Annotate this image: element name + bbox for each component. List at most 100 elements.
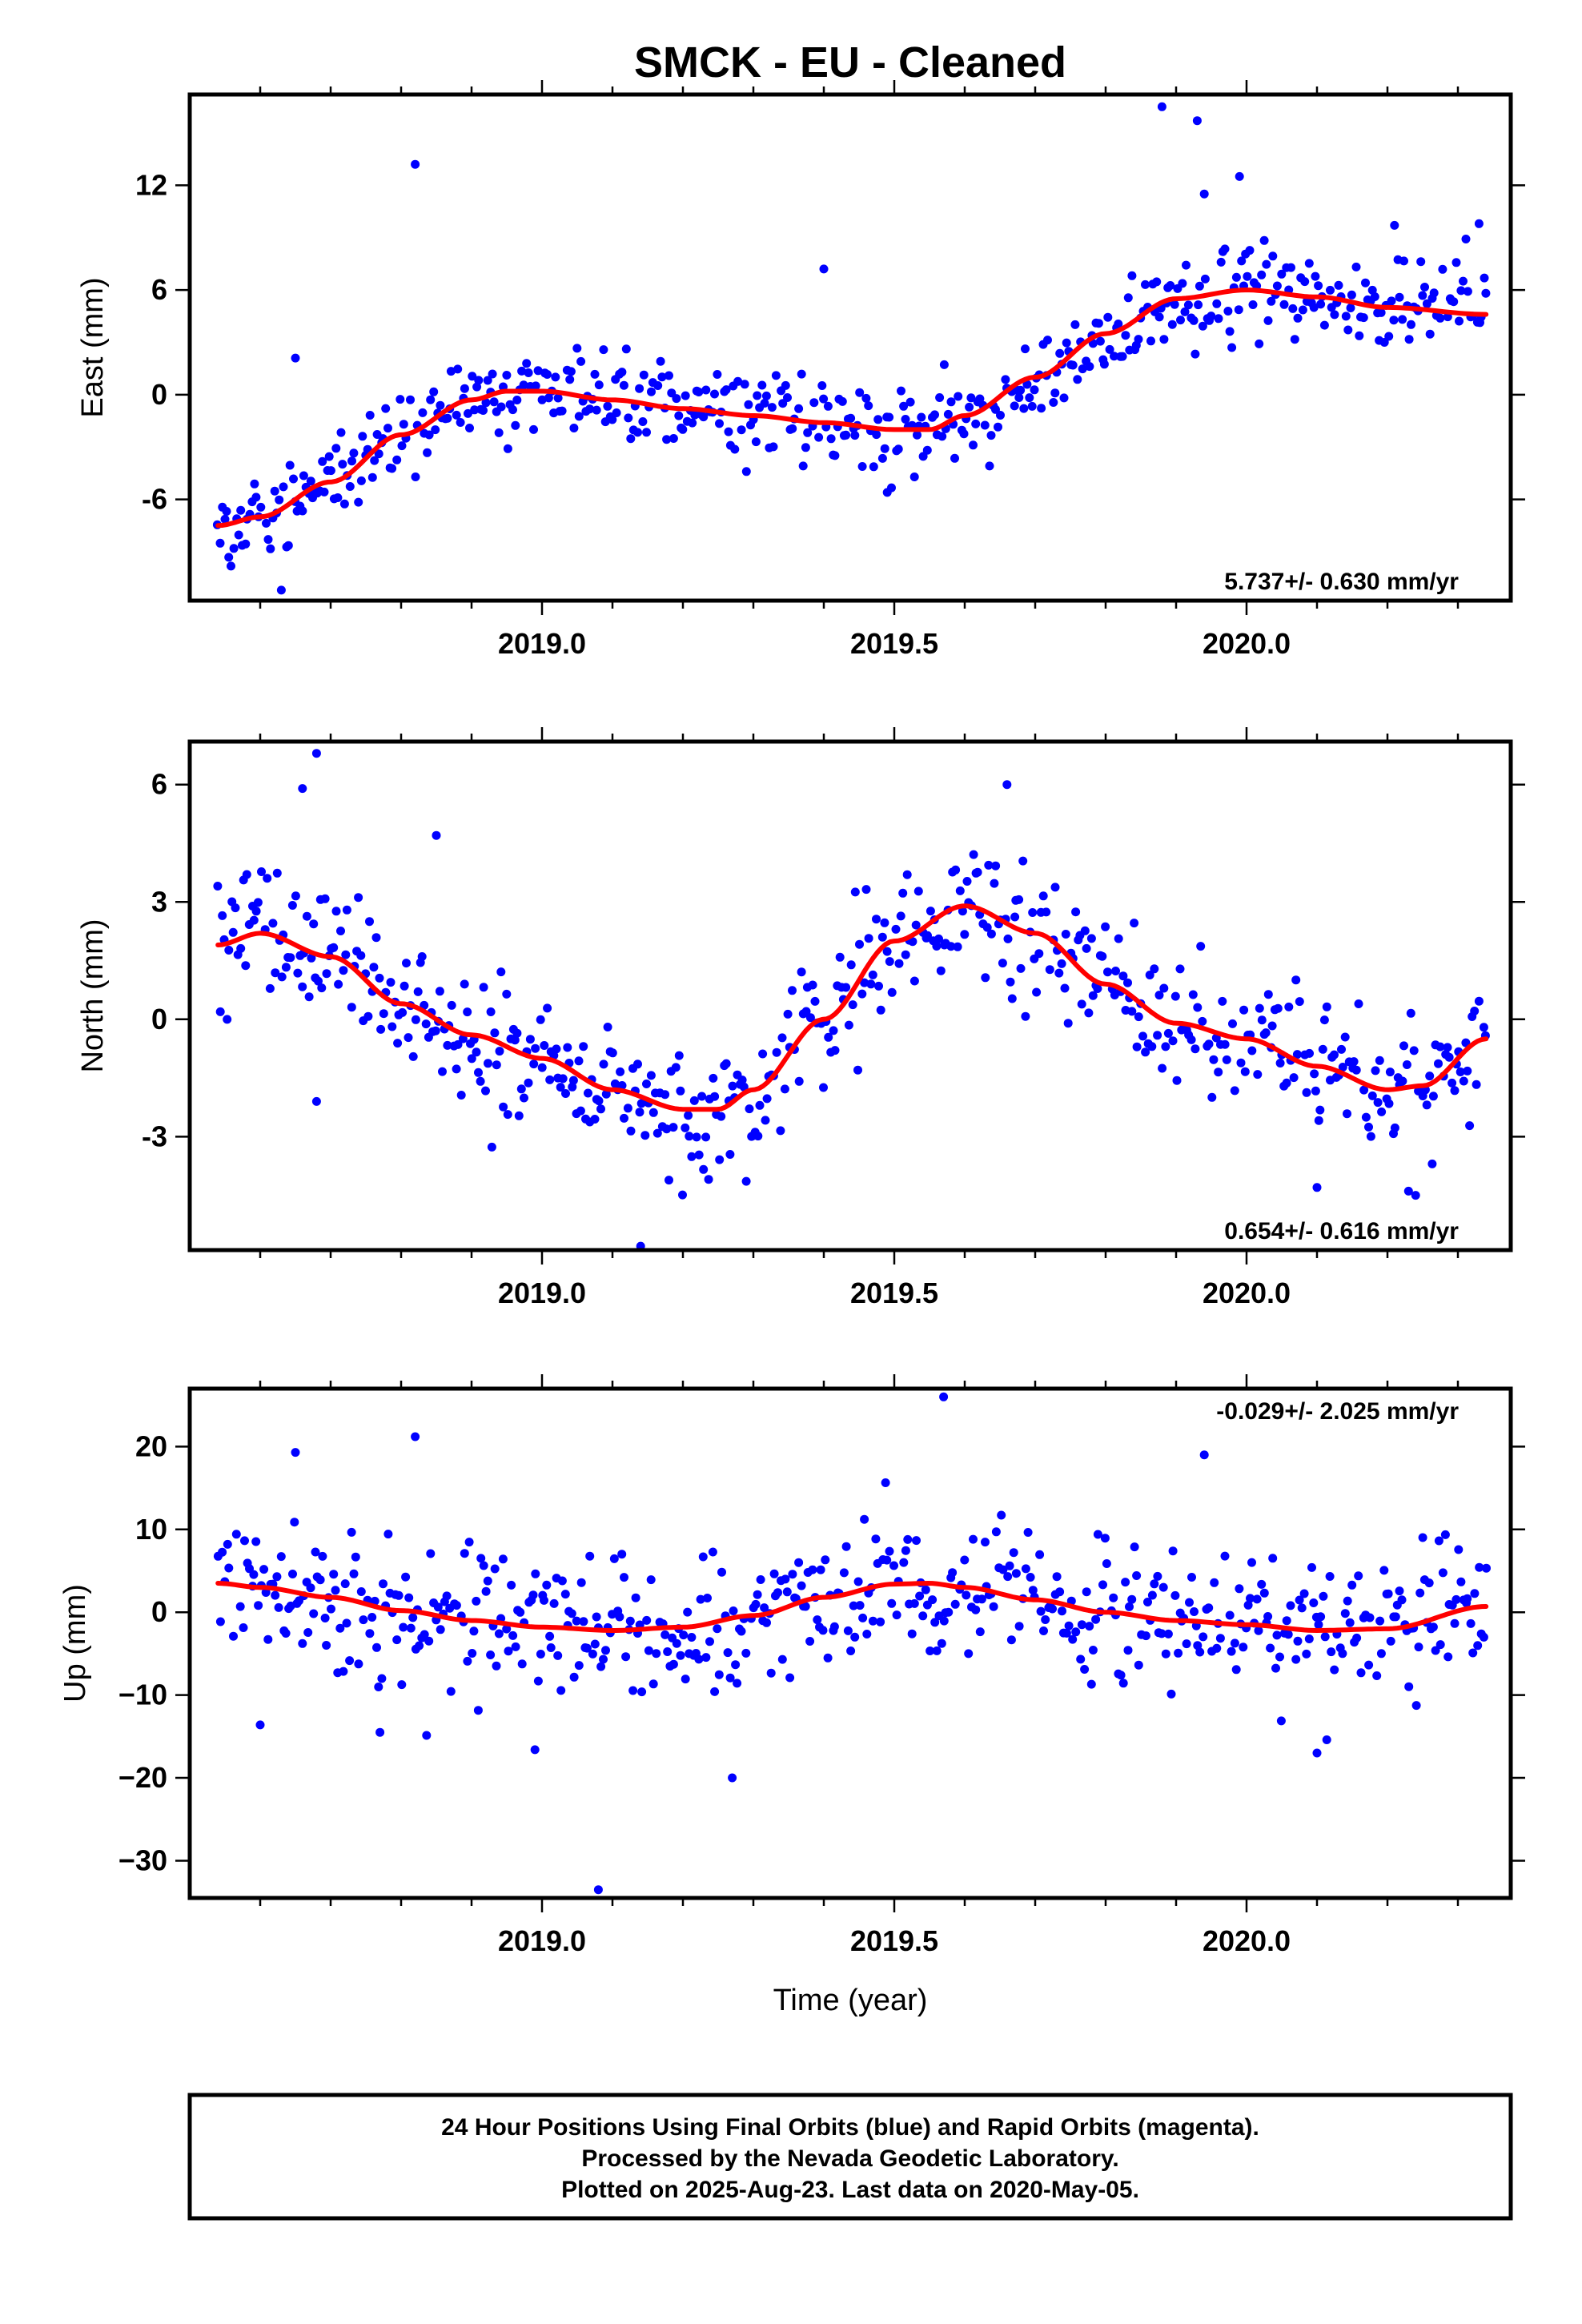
data-point (1263, 316, 1273, 325)
data-point (901, 415, 910, 424)
data-point (1145, 971, 1154, 979)
data-point (1170, 1590, 1180, 1600)
data-point (1239, 1642, 1248, 1652)
data-point (566, 367, 576, 376)
data-point (877, 453, 887, 463)
data-point (291, 891, 300, 901)
data-point (1263, 990, 1273, 999)
data-point (798, 461, 808, 471)
data-point (939, 1616, 949, 1626)
data-point (954, 392, 963, 401)
data-point (724, 427, 733, 436)
data-point (794, 1076, 804, 1086)
data-point (1080, 926, 1090, 935)
data-point (758, 1049, 768, 1059)
data-point (737, 425, 746, 435)
data-point (569, 1672, 579, 1682)
data-point (783, 1009, 793, 1019)
data-point (603, 1023, 612, 1031)
data-point (1361, 278, 1370, 287)
data-point (542, 1580, 552, 1590)
data-point (636, 1099, 646, 1108)
data-point (788, 424, 797, 433)
footer-line-3: Plotted on 2025-Aug-23. Last data on 202… (561, 2177, 1139, 2203)
data-point (306, 1583, 315, 1593)
data-point (1422, 299, 1431, 308)
data-point (1225, 327, 1235, 336)
data-point (1418, 1533, 1427, 1542)
data-point (1407, 320, 1415, 329)
data-point (699, 412, 709, 422)
data-point (1016, 385, 1026, 395)
data-point (772, 1047, 781, 1057)
data-point (341, 950, 351, 959)
data-point (1010, 401, 1019, 411)
data-point (1291, 975, 1301, 985)
data-point (1192, 116, 1202, 126)
data-point (817, 381, 827, 390)
data-point (805, 1637, 815, 1646)
data-point (406, 395, 415, 404)
data-point (934, 934, 943, 943)
data-point (819, 264, 829, 274)
data-point (1230, 1086, 1239, 1096)
trend-line (215, 903, 1489, 1112)
data-point (985, 461, 994, 471)
data-point (818, 1626, 828, 1635)
data-point (1447, 1078, 1457, 1088)
data-point (829, 1026, 838, 1035)
data-point (291, 1448, 300, 1458)
data-point (276, 585, 286, 595)
data-point (1481, 288, 1491, 298)
data-point (255, 1720, 265, 1730)
data-point (676, 1086, 685, 1096)
data-point (452, 1064, 461, 1074)
data-point (1109, 1593, 1118, 1602)
data-point (1152, 277, 1162, 287)
x-tick-label: 2020.0 (1203, 627, 1291, 660)
data-point (1435, 313, 1445, 323)
data-point (681, 391, 690, 400)
data-point (540, 1595, 548, 1605)
data-point (549, 1598, 559, 1608)
data-point (572, 344, 582, 353)
data-point (242, 870, 251, 879)
data-point (653, 381, 663, 390)
data-point (1045, 965, 1054, 975)
data-point (399, 1622, 408, 1632)
data-point (1384, 1099, 1394, 1108)
data-point (1246, 1594, 1255, 1603)
data-point (1163, 1629, 1173, 1638)
data-point (1062, 338, 1071, 348)
data-point (960, 1555, 970, 1565)
data-point (399, 420, 408, 429)
data-point (309, 919, 319, 929)
data-point (481, 1586, 491, 1596)
data-point (850, 887, 860, 897)
data-point (345, 1656, 355, 1666)
data-point (317, 983, 327, 993)
data-point (576, 356, 586, 366)
data-point (808, 980, 817, 990)
data-point (681, 1675, 690, 1684)
data-point (579, 1042, 588, 1051)
data-point (259, 1565, 269, 1574)
data-point (1188, 990, 1198, 999)
data-point (424, 430, 434, 440)
data-point (1220, 244, 1230, 254)
data-point (563, 1043, 572, 1052)
data-point (937, 1638, 946, 1648)
data-point (398, 1007, 408, 1017)
data-point (1443, 1652, 1453, 1662)
data-point (543, 370, 552, 379)
data-point (1287, 263, 1295, 272)
data-point (801, 443, 810, 452)
data-point (1022, 380, 1032, 389)
data-point (423, 448, 432, 457)
data-point (1398, 1076, 1407, 1086)
data-point (250, 479, 259, 489)
data-point (345, 482, 355, 491)
data-point (911, 920, 921, 930)
data-point (408, 1051, 418, 1061)
chart-title: SMCK - EU - Cleaned (634, 38, 1066, 86)
